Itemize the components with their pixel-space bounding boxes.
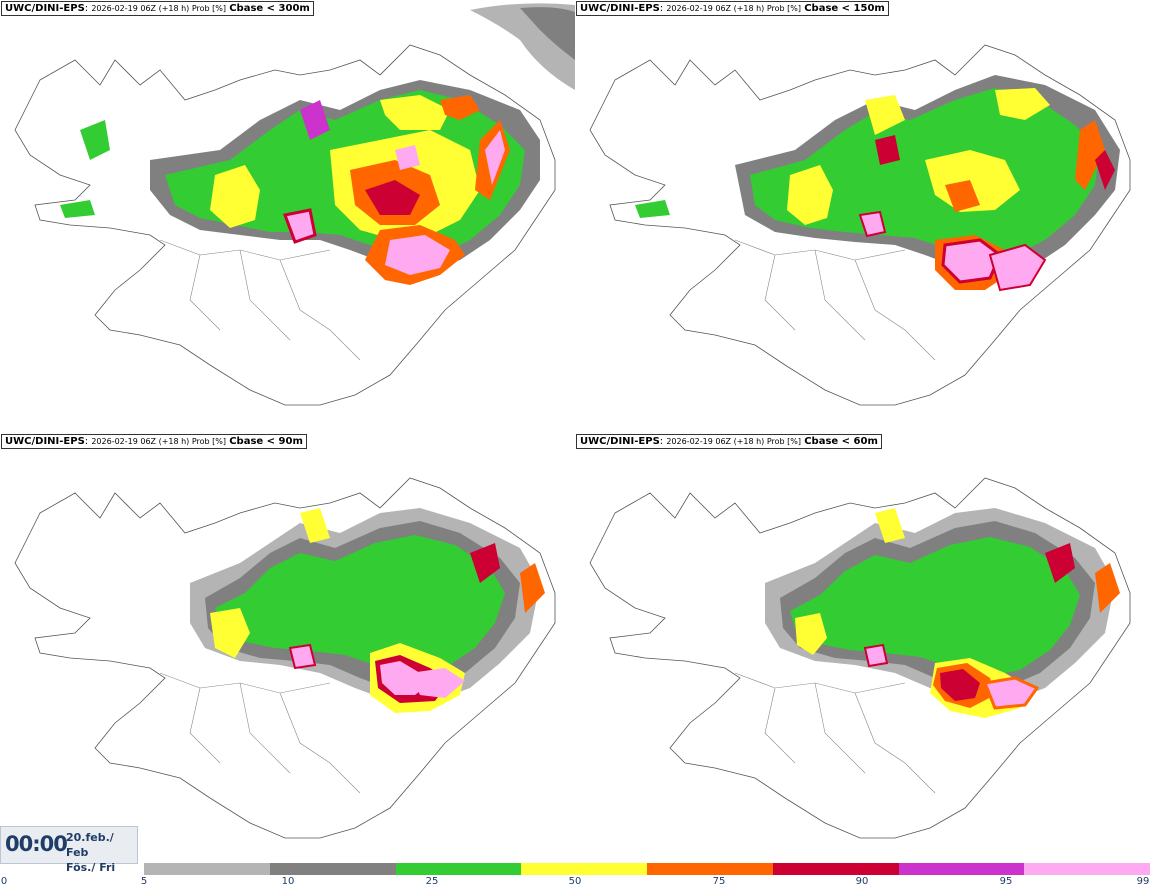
valid-date-label: 20.feb./ Feb bbox=[66, 831, 114, 859]
colorbar-segment-25-50 bbox=[395, 863, 522, 875]
colorbar-tick-99: 99 bbox=[1136, 876, 1150, 887]
colorbar-segment-5-10 bbox=[144, 863, 270, 875]
colorbar-segment-90-95 bbox=[772, 863, 899, 875]
colorbar-tick-90: 90 bbox=[855, 876, 869, 887]
valid-time-box: 00:00 20.feb./ Feb Fös./ Fri bbox=[0, 826, 138, 874]
colorbar-tick-10: 10 bbox=[281, 876, 295, 887]
iceland-map bbox=[14, 3, 575, 406]
colorbar-segment-10-25 bbox=[269, 863, 396, 875]
colorbar-segment-95-99 bbox=[898, 863, 1025, 875]
iceland-map bbox=[589, 44, 1131, 406]
colorbar-tick-5: 5 bbox=[140, 876, 148, 887]
map-panel-cbase-60: UWC/DINI-EPS: 2026-02-19 06Z (+18 h) Pro… bbox=[575, 433, 1150, 865]
probability-colorbar bbox=[144, 863, 1150, 875]
panel-title: UWC/DINI-EPS: 2026-02-19 06Z (+18 h) Pro… bbox=[1, 434, 307, 449]
valid-time-date: 20.feb./ Feb Fös./ Fri bbox=[66, 830, 137, 875]
colorbar-tick-75: 75 bbox=[712, 876, 726, 887]
map-panel-cbase-90: UWC/DINI-EPS: 2026-02-19 06Z (+18 h) Pro… bbox=[0, 433, 575, 865]
iceland-map bbox=[14, 477, 556, 839]
panel-title: UWC/DINI-EPS: 2026-02-19 06Z (+18 h) Pro… bbox=[576, 434, 882, 449]
colorbar-tick-95: 95 bbox=[999, 876, 1013, 887]
map-panel-cbase-150: UWC/DINI-EPS: 2026-02-19 06Z (+18 h) Pro… bbox=[575, 0, 1150, 432]
colorbar-tick-0: 0 bbox=[0, 876, 8, 887]
valid-day-label: Fös./ Fri bbox=[66, 861, 116, 874]
colorbar-tick-50: 50 bbox=[568, 876, 582, 887]
colorbar-segment-75-90 bbox=[647, 863, 773, 875]
colorbar-segment-50-75 bbox=[521, 863, 647, 875]
colorbar-segment-99-plus bbox=[1024, 863, 1150, 875]
valid-time-hour: 00:00 bbox=[5, 832, 68, 856]
map-panel-cbase-300: UWC/DINI-EPS: 2026-02-19 06Z (+18 h) Pro… bbox=[0, 0, 575, 432]
panel-title: UWC/DINI-EPS: 2026-02-19 06Z (+18 h) Pro… bbox=[576, 1, 889, 16]
iceland-map bbox=[589, 477, 1131, 839]
colorbar-tick-25: 25 bbox=[425, 876, 439, 887]
panel-title: UWC/DINI-EPS: 2026-02-19 06Z (+18 h) Pro… bbox=[1, 1, 314, 16]
